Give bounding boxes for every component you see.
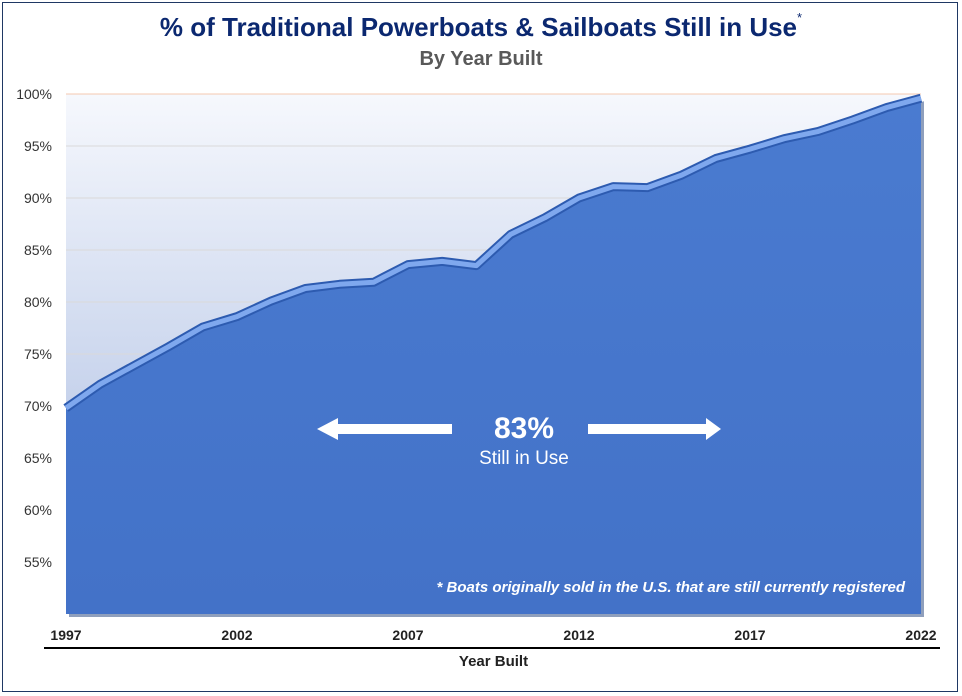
area-series [66,98,921,614]
y-tick-label: 60% [24,502,52,518]
area-top-line [64,95,922,411]
chart-title-text: % of Traditional Powerboats & Sailboats … [159,12,798,42]
y-tick-label: 75% [24,346,52,362]
y-axis-ticks: 55% 60% 65% 70% 75% 80% 85% 90% 95% 100% [16,86,52,570]
x-tick-label: 2002 [221,627,252,643]
x-tick-label: 2007 [392,627,423,643]
y-tick-label: 70% [24,398,52,414]
y-tick-label: 90% [24,190,52,206]
right-arrow-icon [588,418,721,440]
y-tick-label: 80% [24,294,52,310]
x-axis-ticks: 1997 2002 2007 2012 2017 2022 [50,627,936,643]
chart-subtitle: By Year Built [419,48,543,70]
x-axis-label: Year Built [459,653,528,670]
chart-title: % of Traditional Powerboats & Sailboats … [0,10,962,43]
x-tick-label: 1997 [50,627,81,643]
left-arrow-icon [317,418,452,440]
annotation-text: Still in Use [479,448,569,469]
footnote: * Boats originally sold in the U.S. that… [437,579,906,596]
x-tick-label: 2022 [905,627,936,643]
y-tick-label: 100% [16,86,52,102]
annotation: 83% Still in Use [317,412,721,469]
title-footnote-marker: * [797,10,803,26]
x-tick-label: 2012 [563,627,594,643]
y-tick-label: 85% [24,242,52,258]
annotation-value: 83% [494,412,554,445]
x-tick-label: 2017 [734,627,765,643]
y-tick-label: 65% [24,450,52,466]
y-tick-label: 55% [24,554,52,570]
y-tick-label: 95% [24,138,52,154]
